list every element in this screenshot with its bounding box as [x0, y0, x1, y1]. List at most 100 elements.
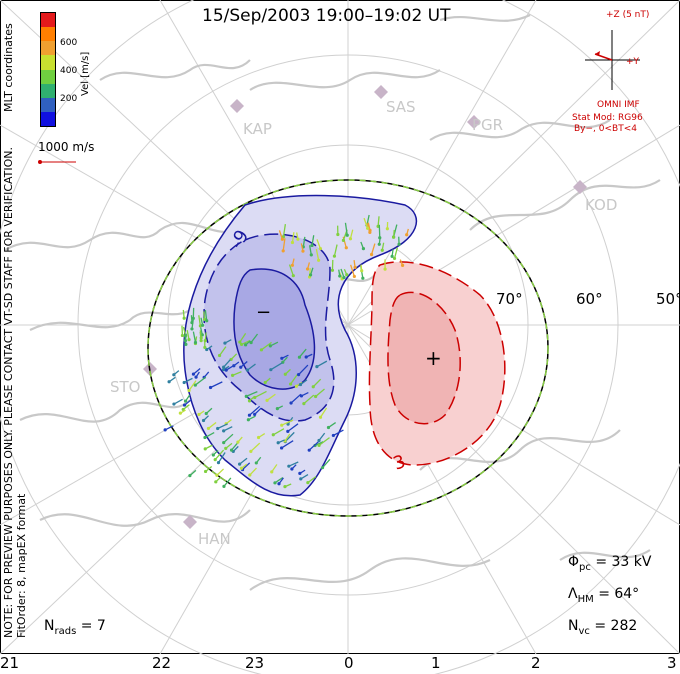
latitude-label: 70° — [496, 290, 523, 308]
vector-origin — [275, 407, 279, 411]
vector-origin — [238, 340, 242, 344]
vector-origin — [270, 470, 274, 474]
vector-origin — [380, 248, 384, 252]
site-label: HAN — [198, 530, 231, 548]
vector-origin — [254, 461, 258, 465]
velocity-vector — [298, 364, 309, 376]
reference-vector — [38, 160, 76, 164]
colorbar-band — [41, 13, 55, 28]
vector-origin — [405, 233, 409, 237]
site-label: KOD — [585, 196, 618, 214]
vector-origin — [342, 275, 346, 280]
vector-origin — [391, 235, 396, 239]
vector-origin — [348, 237, 353, 241]
vector-origin — [249, 340, 253, 345]
colorbar-tick: 600 — [60, 38, 78, 48]
mlt-label: 3 — [667, 654, 677, 672]
vector-origin — [221, 368, 226, 372]
vector-origin — [224, 368, 228, 372]
site-label: STO — [110, 378, 141, 396]
velocity-vector — [302, 236, 306, 247]
vector-origin — [203, 338, 207, 343]
vector-origin — [361, 247, 366, 251]
vector-origin — [193, 383, 197, 387]
imf-conditions: By−, 0<BT<4 — [574, 124, 637, 134]
vector-origin — [287, 464, 291, 468]
velocity-vector — [219, 346, 227, 356]
vector-origin — [286, 429, 290, 433]
positive-potential-marker: + — [425, 346, 442, 370]
velocity-vector — [246, 391, 258, 397]
mlt-label: 21 — [0, 654, 20, 672]
vector-origin — [223, 341, 227, 345]
vector-origin — [366, 226, 370, 230]
vector-origin — [216, 460, 221, 465]
radar-count: Nrads = 7 — [44, 618, 106, 637]
vector-origin — [201, 323, 205, 327]
vector-origin — [290, 263, 294, 267]
colorbar-tick: 200 — [60, 94, 78, 104]
vector-origin — [310, 243, 314, 248]
vector-origin — [299, 477, 303, 481]
latitude-label: 50° — [656, 290, 680, 308]
imf-z-label: +Z (5 nT) — [606, 10, 650, 20]
vector-origin — [236, 440, 240, 444]
vector-origin — [163, 428, 167, 432]
vector-origin — [190, 321, 194, 325]
vector-origin — [311, 385, 315, 389]
velocity-vector — [281, 419, 294, 426]
map-title: 15/Sep/2003 19:00–19:02 UT — [202, 6, 451, 26]
velocity-vector — [173, 398, 183, 405]
vector-origin — [309, 253, 313, 257]
velocity-vectors — [163, 214, 409, 489]
vector-origin — [203, 345, 207, 350]
vector-origin — [345, 233, 349, 237]
vector-origin — [182, 316, 186, 320]
velocity-vector — [217, 423, 228, 430]
cross-polar-potential: Φpc = 33 kV — [568, 554, 652, 573]
vector-origin — [222, 365, 226, 369]
vector-origin — [281, 235, 286, 239]
vector-origin — [205, 347, 209, 352]
vector-origin — [265, 398, 269, 402]
vector-origin — [280, 356, 284, 360]
vector-origin — [253, 412, 257, 416]
colorbar-band — [41, 41, 55, 56]
vector-origin — [178, 411, 182, 415]
fit-order-note: FitOrder: 8, mapEX format — [15, 493, 28, 638]
vector-origin — [385, 227, 389, 231]
imf-dial — [585, 30, 640, 90]
vector-origin — [289, 401, 293, 405]
mlt-label: 0 — [344, 654, 354, 672]
vector-origin — [187, 388, 191, 393]
velocity-vector — [315, 388, 325, 398]
stat-model: Stat Mod: RG96 — [572, 113, 643, 123]
vector-origin — [273, 481, 277, 485]
velocity-vector — [272, 428, 285, 436]
velocity-vector — [254, 390, 267, 399]
vector-origin — [217, 353, 222, 358]
vector-origin — [296, 237, 300, 241]
vector-origin — [222, 440, 226, 445]
vector-origin — [199, 336, 203, 340]
velocity-vector — [204, 310, 208, 321]
vector-origin — [215, 473, 219, 477]
vector-origin — [301, 249, 305, 253]
velocity-vector — [316, 239, 321, 249]
velocity-vector — [214, 449, 225, 461]
vector-origin — [317, 258, 321, 262]
vector-origin — [368, 230, 372, 234]
vector-origin — [172, 373, 176, 377]
velocity-vector — [370, 243, 376, 255]
velocity-vector — [350, 264, 355, 277]
vector-origin — [360, 269, 364, 273]
velocity-vector — [184, 334, 187, 345]
velocity-vector — [291, 232, 295, 243]
negative-cell-inner — [233, 268, 316, 390]
vector-origin — [353, 265, 357, 269]
vector-origin — [182, 380, 186, 385]
vector-origin — [308, 273, 313, 277]
site-label: KAP — [243, 120, 272, 138]
vector-origin — [263, 380, 267, 385]
vector-origin — [361, 276, 365, 280]
